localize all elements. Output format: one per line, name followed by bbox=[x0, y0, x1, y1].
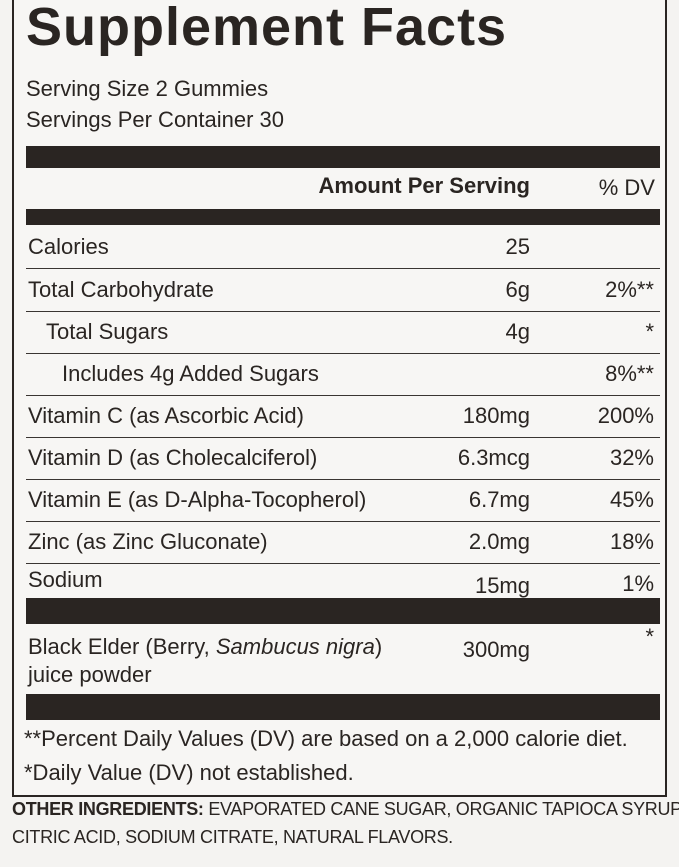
facts-box bbox=[12, 0, 667, 797]
blend-name-line2: juice powder bbox=[28, 662, 152, 687]
blend-amount: 300mg bbox=[462, 637, 530, 662]
nutrient-name: Sodium bbox=[28, 567, 103, 592]
blend-name-part: ) bbox=[374, 634, 383, 659]
amount: 180mg bbox=[462, 403, 530, 428]
other-ingredients: OTHER INGREDIENTS: EVAPORATED CANE SUGAR… bbox=[12, 798, 679, 820]
amount: 6.7mg bbox=[468, 487, 530, 512]
amount: 2.0mg bbox=[468, 529, 530, 554]
daily-value: 32% bbox=[609, 445, 654, 470]
nutrient-name: Total Carbohydrate bbox=[28, 277, 214, 302]
nutrient-name: Calories bbox=[28, 234, 109, 259]
footnote: **Percent Daily Values (DV) are based on… bbox=[24, 726, 628, 751]
daily-value: 8%** bbox=[605, 361, 654, 386]
nutrient-row: Calories 25 bbox=[26, 226, 660, 269]
amount: 25 bbox=[505, 234, 530, 259]
nutrient-name: Zinc (as Zinc Gluconate) bbox=[28, 529, 268, 554]
servings-per-container: Servings Per Container 30 bbox=[26, 107, 285, 132]
blend-name-italic: Sambucus nigra bbox=[215, 634, 375, 659]
daily-value: 200% bbox=[597, 403, 654, 428]
amount: 15mg bbox=[474, 573, 530, 598]
nutrient-row: Vitamin C (as Ascorbic Acid) 180mg 200% bbox=[26, 395, 660, 438]
nutrient-row: Total Sugars 4g * bbox=[26, 311, 660, 354]
nutrient-name: Vitamin D (as Cholecalciferol) bbox=[28, 445, 318, 470]
other-ingredients-text: EVAPORATED CANE SUGAR, ORGANIC TAPIOCA S… bbox=[208, 799, 679, 819]
divider-bar bbox=[26, 598, 660, 624]
divider-bar bbox=[26, 694, 660, 720]
amount: 6g bbox=[505, 277, 530, 302]
nutrient-name: Vitamin C (as Ascorbic Acid) bbox=[28, 403, 304, 428]
blend-name-part: Black Elder (Berry, bbox=[28, 634, 216, 659]
nutrient-name: Vitamin E (as D-Alpha-Tocopherol) bbox=[28, 487, 367, 512]
nutrient-row: Sodium 15mg 1% bbox=[26, 563, 660, 605]
divider-bar bbox=[26, 146, 660, 168]
other-ingredients-label: OTHER INGREDIENTS: bbox=[12, 799, 204, 819]
serving-size: Serving Size 2 Gummies bbox=[26, 76, 269, 101]
nutrient-row: Includes 4g Added Sugars 8%** bbox=[26, 353, 660, 396]
amount: 4g bbox=[505, 319, 530, 344]
blend-name: Black Elder (Berry, Sambucus nigra) bbox=[28, 634, 382, 660]
title: Supplement Facts bbox=[26, 0, 508, 57]
nutrient-row: Vitamin D (as Cholecalciferol) 6.3mcg 32% bbox=[26, 437, 660, 480]
nutrient-row: Total Carbohydrate 6g 2%** bbox=[26, 269, 660, 312]
daily-value: * bbox=[645, 319, 654, 344]
column-header: % DV bbox=[598, 175, 655, 200]
daily-value: 1% bbox=[622, 571, 654, 596]
daily-value: 45% bbox=[609, 487, 654, 512]
nutrient-name: Total Sugars bbox=[46, 319, 169, 344]
column-header: Amount Per Serving bbox=[318, 173, 530, 198]
other-ingredients-text: CITRIC ACID, SODIUM CITRATE, NATURAL FLA… bbox=[12, 827, 453, 847]
nutrient-row: Vitamin E (as D-Alpha-Tocopherol) 6.7mg 45… bbox=[26, 479, 660, 522]
nutrient-row: Zinc (as Zinc Gluconate) 2.0mg 18% bbox=[26, 521, 660, 564]
daily-value: 2%** bbox=[605, 277, 654, 302]
blend-daily-value: * bbox=[645, 624, 654, 649]
divider-bar bbox=[26, 209, 660, 225]
nutrient-name: Includes 4g Added Sugars bbox=[62, 361, 319, 386]
daily-value: 18% bbox=[609, 529, 654, 554]
footnote: *Daily Value (DV) not established. bbox=[24, 760, 354, 785]
amount: 6.3mcg bbox=[457, 445, 530, 470]
